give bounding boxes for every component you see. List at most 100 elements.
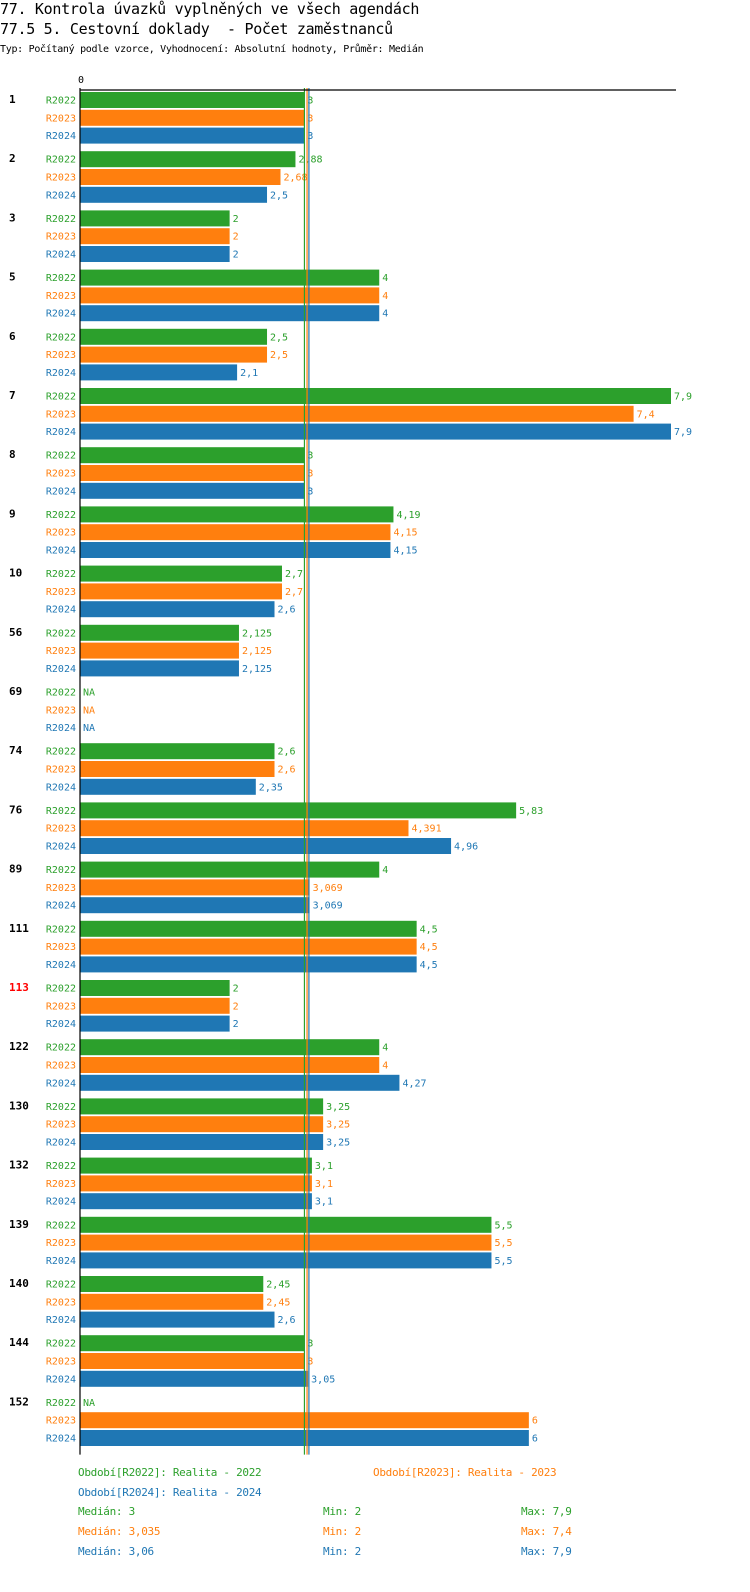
bar-r2022: [80, 328, 268, 345]
bar-value-label: 2: [233, 984, 239, 995]
series-name-label: R2022: [46, 451, 76, 462]
bar-value-label: 2,88: [298, 155, 322, 166]
series-name-label: R2022: [46, 924, 76, 935]
bar-r2024: [80, 1134, 324, 1150]
bar-value-label: 3,1: [315, 1161, 333, 1172]
series-name-label: R2024: [46, 901, 76, 912]
bar-value-label: 4,391: [411, 824, 441, 835]
series-name-label: R2024: [46, 486, 76, 497]
bar-value-label: 5,5: [494, 1256, 512, 1267]
legend-period-r2023: Období[R2023]: Realita - 2023: [373, 1466, 557, 1479]
bar-value-label: 3: [307, 131, 313, 142]
series-name-label: R2022: [46, 332, 76, 343]
series-name-label: R2023: [46, 1297, 76, 1308]
bar-value-label: 6: [532, 1416, 538, 1427]
legend-min-r2024: Min: 2: [323, 1545, 361, 1558]
bar-value-label: 7,9: [674, 392, 692, 403]
bar-r2022: [80, 269, 380, 286]
bar-value-label: 4: [382, 1043, 388, 1054]
bar-value-label: 7,4: [637, 409, 655, 420]
bar-value-label: 3,25: [326, 1138, 350, 1149]
bar-r2023: [80, 228, 230, 245]
legend-period-r2022: Období[R2022]: Realita - 2022: [78, 1466, 262, 1479]
bar-value-label: 3,069: [313, 883, 343, 894]
series-name-label: R2023: [46, 350, 76, 361]
bar-value-label: 3,05: [311, 1374, 335, 1385]
bar-r2024: [80, 1193, 312, 1210]
legend-median-r2022: Medián: 3: [78, 1505, 135, 1518]
series-name-label: R2024: [46, 546, 76, 557]
chart-title: 77. Kontrola úvazků vyplněných ve všech …: [0, 0, 420, 18]
series-name-label: R2022: [46, 510, 76, 521]
bar-r2023: [80, 997, 230, 1014]
series-name-label: R2024: [46, 1078, 76, 1089]
bar-r2022: [80, 1098, 324, 1115]
bar-value-label: NA: [83, 1398, 95, 1409]
category-label: 3: [9, 211, 16, 224]
series-name-label: R2023: [46, 705, 76, 716]
series-name-label: R2024: [46, 131, 76, 142]
series-name-label: R2023: [46, 1001, 76, 1012]
series-name-label: R2023: [46, 824, 76, 835]
category-label: 10: [9, 567, 22, 580]
category-label: 56: [9, 626, 23, 639]
category-label: 1: [9, 93, 16, 106]
series-name-label: R2024: [46, 605, 76, 616]
category-label: 152: [9, 1395, 29, 1408]
bar-value-label: 2,6: [278, 765, 296, 776]
series-name-label: R2024: [46, 1019, 76, 1030]
series-name-label: R2023: [46, 1238, 76, 1249]
bar-value-label: 2: [233, 250, 239, 261]
series-name-label: R2023: [46, 409, 76, 420]
bar-value-label: 3: [307, 96, 313, 107]
bar-r2022: [80, 802, 517, 819]
bar-value-label: 2,5: [270, 332, 288, 343]
legend-min-r2023: Min: 2: [323, 1525, 361, 1538]
bar-value-label: 4,96: [454, 842, 478, 853]
bar-value-label: 3,1: [315, 1179, 333, 1190]
bar-r2023: [80, 1057, 380, 1073]
series-name-label: R2024: [46, 250, 76, 261]
series-name-label: R2022: [46, 214, 76, 225]
category-label: 5: [9, 271, 16, 284]
category-label: 139: [9, 1218, 29, 1231]
series-name-label: R2022: [46, 569, 76, 580]
bar-r2024: [80, 956, 417, 973]
bar-r2024: [80, 601, 275, 618]
series-name-label: R2022: [46, 747, 76, 758]
series-name-label: R2023: [46, 291, 76, 302]
bar-value-label: 4,5: [420, 924, 438, 935]
series-name-label: R2023: [46, 1061, 76, 1072]
category-label: 8: [9, 448, 16, 461]
series-name-label: R2022: [46, 1102, 76, 1113]
x-axis-zero-label: 0: [78, 75, 84, 86]
bar-value-label: 4: [382, 865, 388, 876]
bar-value-label: 2,1: [240, 368, 258, 379]
bar-r2024: [80, 542, 391, 558]
series-name-label: R2024: [46, 960, 76, 971]
category-label: 7: [9, 389, 16, 402]
series-name-label: R2024: [46, 368, 76, 379]
bar-r2023: [80, 820, 409, 837]
bar-value-label: 3: [307, 469, 313, 480]
legend-max-r2024: Max: 7,9: [521, 1545, 572, 1558]
category-label: 130: [9, 1099, 29, 1112]
bar-value-label: 4: [382, 309, 388, 320]
series-name-label: R2022: [46, 1043, 76, 1054]
bar-r2022: [80, 1335, 305, 1352]
bar-value-label: 2,68: [283, 173, 307, 184]
bar-value-label: 3,1: [315, 1197, 333, 1208]
bar-value-label: NA: [83, 705, 95, 716]
bar-value-label: 4,15: [393, 528, 417, 539]
bar-r2024: [80, 364, 238, 381]
series-name-label: R2022: [46, 273, 76, 284]
bar-r2024: [80, 660, 239, 677]
series-name-label: R2022: [46, 1398, 76, 1409]
series-name-label: R2024: [46, 427, 76, 438]
legend-median-r2023: Medián: 3,035: [78, 1525, 161, 1538]
bar-value-label: 2,45: [266, 1280, 290, 1291]
series-name-label: R2023: [46, 1357, 76, 1368]
series-name-label: R2023: [46, 528, 76, 539]
bar-r2022: [80, 1157, 312, 1174]
series-name-label: R2022: [46, 392, 76, 403]
